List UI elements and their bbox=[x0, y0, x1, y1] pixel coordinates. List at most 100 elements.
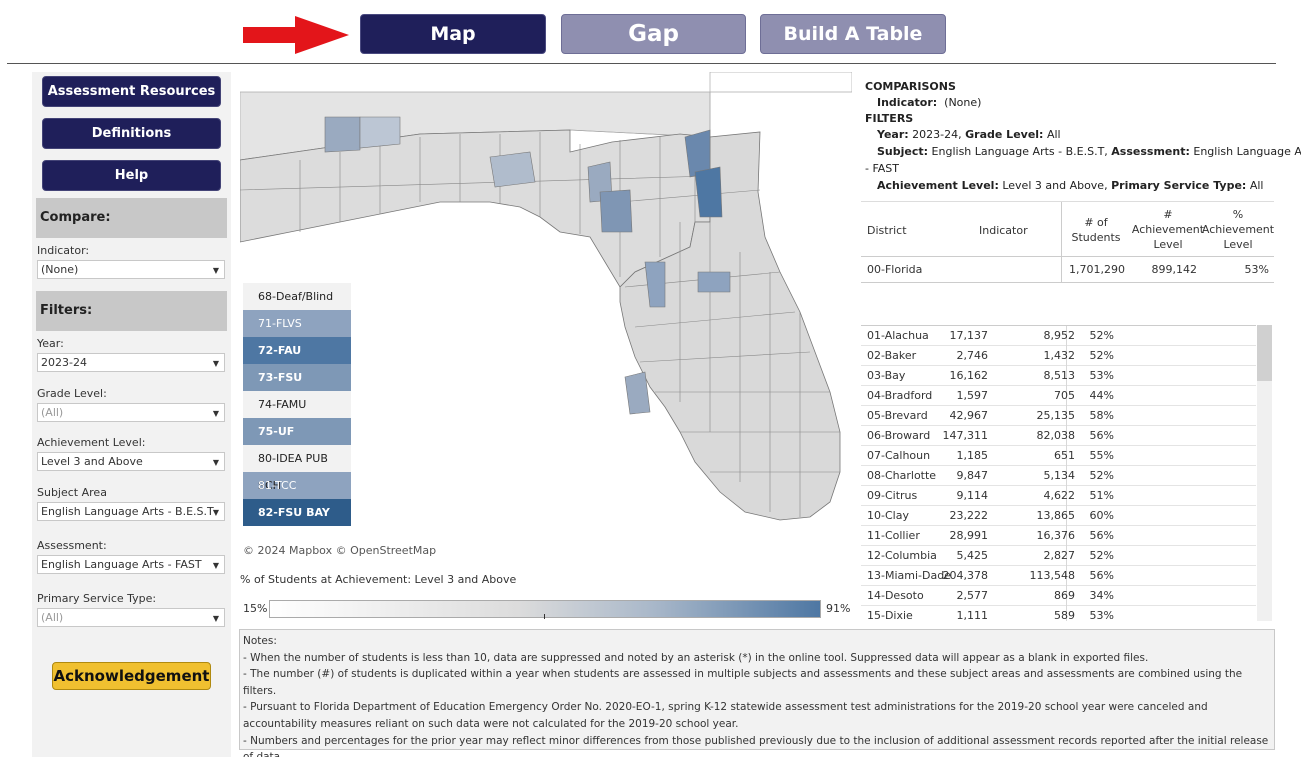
legend-item[interactable]: 82-FSU BAY bbox=[243, 499, 351, 526]
school-district-legend: 68-Deaf/Blind 71-FLVS 72-FAU 73-FSU 74-F… bbox=[243, 283, 351, 526]
map-tab-button[interactable]: Map bbox=[360, 14, 546, 54]
legend-item[interactable]: 68-Deaf/Blind bbox=[243, 283, 351, 310]
help-button[interactable]: Help bbox=[42, 160, 221, 191]
county-highlight[interactable] bbox=[359, 116, 401, 149]
color-scale-max: 91% bbox=[826, 602, 851, 615]
assessment-value: English Language Arts - FAST bbox=[41, 558, 202, 571]
primary-service-type-label: Primary Service Type: bbox=[37, 592, 157, 605]
primary-service-type-value: (All) bbox=[41, 611, 64, 624]
county-highlight[interactable] bbox=[599, 189, 633, 233]
state-row-achievement: 899,142 bbox=[1151, 263, 1198, 276]
table-row[interactable]: 04-Bradford 1,597 705 44% bbox=[861, 386, 1256, 406]
filters-summary-subject: Subject: English Language Arts - B.E.S.T… bbox=[877, 145, 1301, 158]
achievement-level-label: Achievement Level: bbox=[37, 436, 146, 449]
header-divider bbox=[7, 63, 1276, 64]
note-line: - Pursuant to Florida Department of Educ… bbox=[243, 701, 1208, 730]
indicator-value: (None) bbox=[41, 263, 79, 276]
county-highlight[interactable] bbox=[694, 166, 723, 218]
legend-item[interactable]: 71-FLVS bbox=[243, 310, 351, 337]
achievement-level-select[interactable]: Level 3 and Above ▼ bbox=[37, 452, 225, 471]
filters-heading: Filters: bbox=[36, 291, 227, 331]
sidebar: Assessment Resources Definitions Help Co… bbox=[32, 72, 231, 757]
filters-summary-achievement: Achievement Level: Level 3 and Above, Pr… bbox=[877, 179, 1264, 192]
county-highlight[interactable] bbox=[697, 271, 731, 293]
table-row[interactable]: 01-Alachua 17,137 8,952 52% bbox=[861, 326, 1256, 346]
legend-item[interactable]: 74-FAMU bbox=[243, 391, 351, 418]
comparisons-heading: COMPARISONS bbox=[865, 80, 956, 93]
table-row[interactable]: 15-Dixie 1,111 589 53% bbox=[861, 606, 1256, 621]
dropdown-caret-icon: ▼ bbox=[212, 561, 219, 570]
subject-area-value: English Language Arts - B.E.S.T bbox=[41, 505, 214, 518]
assessment-select[interactable]: English Language Arts - FAST ▼ bbox=[37, 555, 225, 574]
county-highlight[interactable] bbox=[489, 151, 536, 188]
summary-table-header: District Indicator # of Students # Achieve… bbox=[861, 201, 1274, 283]
dropdown-caret-icon: ▼ bbox=[212, 614, 219, 623]
comparisons-indicator: Indicator: (None) bbox=[877, 96, 982, 109]
legend-item[interactable]: 75-UF bbox=[243, 418, 351, 445]
county-highlight[interactable] bbox=[324, 116, 361, 153]
assessment-resources-button[interactable]: Assessment Resources bbox=[42, 76, 221, 107]
indicator-select[interactable]: (None) ▼ bbox=[37, 260, 225, 279]
grade-level-value: (All) bbox=[41, 406, 64, 419]
dropdown-caret-icon: ▼ bbox=[212, 359, 219, 368]
year-value: 2023-24 bbox=[41, 356, 87, 369]
table-row[interactable]: 11-Collier 28,991 16,376 56% bbox=[861, 526, 1256, 546]
table-row[interactable]: 03-Bay 16,162 8,513 53% bbox=[861, 366, 1256, 386]
table-row[interactable]: 09-Citrus 9,114 4,622 51% bbox=[861, 486, 1256, 506]
county-highlight[interactable] bbox=[644, 261, 666, 308]
legend-item[interactable]: 81-TCC bbox=[243, 472, 351, 499]
achievement-pct-column-header[interactable]: % Achievement Level bbox=[1201, 208, 1275, 251]
build-table-tab-button[interactable]: Build A Table bbox=[760, 14, 946, 54]
achievement-count-column-header[interactable]: # Achievement Level bbox=[1131, 208, 1205, 251]
dropdown-caret-icon: ▼ bbox=[212, 409, 219, 418]
color-scale-title: % of Students at Achievement: Level 3 an… bbox=[240, 573, 517, 586]
table-scrollbar-track[interactable] bbox=[1257, 325, 1272, 621]
state-row-district[interactable]: 00-Florida bbox=[867, 263, 923, 276]
panhandle-region[interactable] bbox=[240, 129, 711, 288]
students-column-header[interactable]: # of Students bbox=[1071, 216, 1121, 244]
peninsula-region[interactable] bbox=[619, 131, 841, 521]
subject-area-label: Subject Area bbox=[37, 486, 107, 499]
year-select[interactable]: 2023-24 ▼ bbox=[37, 353, 225, 372]
district-data-table[interactable]: 01-Alachua 17,137 8,952 52% 02-Baker 2,746 1,… bbox=[861, 325, 1256, 621]
map-attribution[interactable]: © 2024 Mapbox © OpenStreetMap bbox=[243, 544, 437, 557]
legend-item[interactable]: 80-IDEA PUB SCH bbox=[243, 445, 351, 492]
map-svg[interactable] bbox=[240, 72, 852, 559]
district-column-header[interactable]: District bbox=[867, 224, 907, 237]
legend-item[interactable]: 72-FAU bbox=[243, 337, 351, 364]
note-line: - When the number of students is less th… bbox=[243, 651, 1149, 664]
gap-tab-button[interactable]: Gap bbox=[561, 14, 746, 54]
indicator-label: Indicator: bbox=[37, 244, 90, 257]
table-row[interactable]: 06-Broward 147,311 82,038 56% bbox=[861, 426, 1256, 446]
legend-item[interactable]: 73-FSU bbox=[243, 364, 351, 391]
primary-service-type-select[interactable]: (All) ▼ bbox=[37, 608, 225, 627]
table-row[interactable]: 14-Desoto 2,577 869 34% bbox=[861, 586, 1256, 606]
notes-panel: Notes: - When the number of students is … bbox=[239, 629, 1275, 757]
column-divider bbox=[1061, 202, 1062, 283]
assessment-label: Assessment: bbox=[37, 539, 107, 552]
acknowledgement-button[interactable]: Acknowledgement bbox=[52, 662, 211, 690]
grade-level-select[interactable]: (All) ▼ bbox=[37, 403, 225, 422]
table-row[interactable]: 12-Columbia 5,425 2,827 52% bbox=[861, 546, 1256, 566]
table-row[interactable]: 05-Brevard 42,967 25,135 58% bbox=[861, 406, 1256, 426]
filters-summary-year: Year: 2023-24, Grade Level: All bbox=[877, 128, 1061, 141]
color-scale-tick bbox=[544, 614, 545, 619]
notes-title: Notes: bbox=[243, 635, 277, 647]
pointer-arrow-icon bbox=[243, 16, 349, 54]
table-row[interactable]: 08-Charlotte 9,847 5,134 52% bbox=[861, 466, 1256, 486]
definitions-button[interactable]: Definitions bbox=[42, 118, 221, 149]
note-line: - The number (#) of students is duplicat… bbox=[243, 668, 1243, 697]
indicator-column-header[interactable]: Indicator bbox=[979, 224, 1028, 237]
table-row[interactable]: 13-Miami-Dade 204,378 113,548 56% bbox=[861, 566, 1256, 586]
dropdown-caret-icon: ▼ bbox=[212, 508, 219, 517]
table-row[interactable]: 07-Calhoun 1,185 651 55% bbox=[861, 446, 1256, 466]
note-line: - Numbers and percentages for the prior … bbox=[243, 734, 1269, 757]
subject-area-select[interactable]: English Language Arts - B.E.S.T ▼ bbox=[37, 502, 225, 521]
dropdown-caret-icon: ▼ bbox=[212, 266, 219, 275]
table-row[interactable]: 10-Clay 23,222 13,865 60% bbox=[861, 506, 1256, 526]
table-scrollbar-thumb[interactable] bbox=[1257, 325, 1272, 381]
state-row-students: 1,701,290 bbox=[1069, 263, 1125, 276]
table-row[interactable]: 02-Baker 2,746 1,432 52% bbox=[861, 346, 1256, 366]
county-highlight[interactable] bbox=[624, 371, 651, 415]
state-row-pct: 53% bbox=[1244, 263, 1269, 276]
